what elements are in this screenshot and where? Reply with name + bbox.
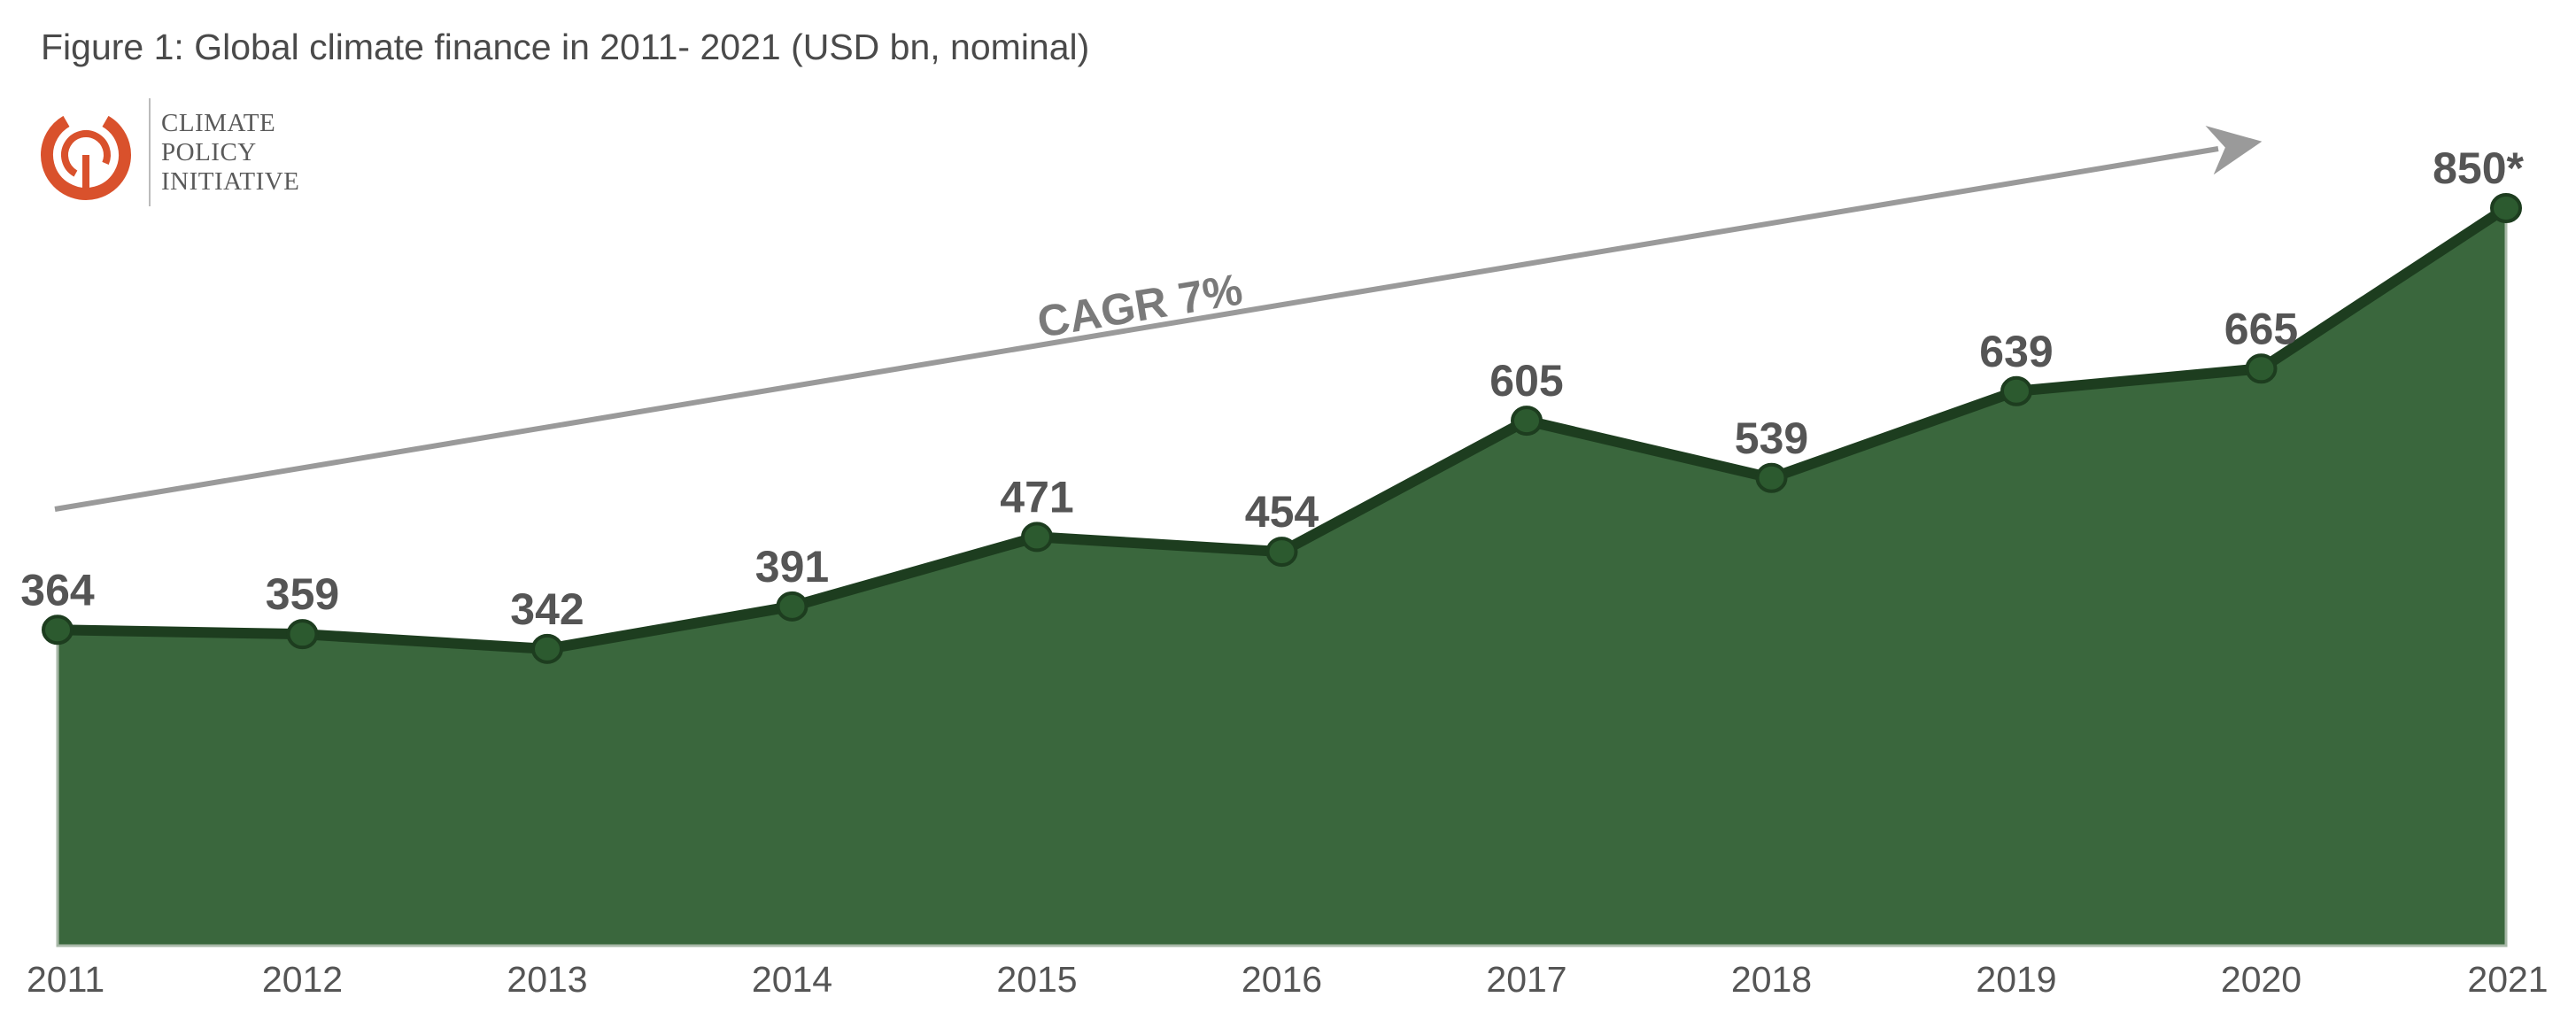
logo-line-2: POLICY <box>161 138 257 166</box>
data-label-2014: 391 <box>755 542 829 591</box>
data-label-layer: 364 359 342 391 471 454 605 539 639 665 850* <box>20 143 2524 634</box>
data-label-2015: 471 <box>1000 472 1073 522</box>
x-tick-label-2020: 2020 <box>2221 959 2301 1000</box>
logo-text: CLIMATE POLICY INITIATIVE <box>161 109 299 197</box>
data-point-2019 <box>2000 375 2032 406</box>
logo-line-1: CLIMATE <box>161 109 276 137</box>
x-tick-label-2013: 2013 <box>507 959 587 1000</box>
data-label-2018: 539 <box>1735 414 1808 463</box>
x-tick-label-2019: 2019 <box>1976 959 2056 1000</box>
x-tick-label-2015: 2015 <box>996 959 1077 1000</box>
data-label-2012: 359 <box>266 569 339 619</box>
x-tick-label-2016: 2016 <box>1242 959 1322 1000</box>
x-tick-label-2011: 2011 <box>27 959 104 1000</box>
data-point-2011 <box>42 615 73 646</box>
data-label-2021: 850* <box>2433 143 2524 193</box>
marker-layer <box>42 193 2522 664</box>
data-point-2018 <box>1755 462 1788 493</box>
logo-emblem-icon <box>40 110 131 200</box>
data-point-2012 <box>286 619 319 650</box>
data-point-2020 <box>2245 353 2278 384</box>
data-label-2016: 454 <box>1245 487 1319 537</box>
data-point-2017 <box>1511 406 1543 437</box>
area-fill <box>56 205 2508 947</box>
x-tick-label-2012: 2012 <box>262 959 343 1000</box>
x-tick-label-2014: 2014 <box>752 959 832 1000</box>
cagr-label: CAGR 7% <box>1034 264 1246 347</box>
logo-line-3: INITIATIVE <box>161 167 300 196</box>
data-label-2019: 639 <box>1979 327 2053 376</box>
x-axis: 2011 2012 2013 2014 2015 2016 2017 2018 2019 2020… <box>27 959 2549 1000</box>
data-point-2015 <box>1021 522 1053 553</box>
area-layer <box>56 205 2508 947</box>
cagr-arrow-head-icon <box>2205 126 2263 175</box>
x-tick-label-2017: 2017 <box>1486 959 1566 1000</box>
x-tick-label-2021: 2021 <box>2467 959 2548 1000</box>
data-label-2017: 605 <box>1489 356 1563 406</box>
data-label-2013: 342 <box>510 584 584 634</box>
chart-title: Figure 1: Global climate finance in 2011… <box>41 27 1090 67</box>
data-label-2020: 665 <box>2224 304 2298 353</box>
cagr-arrow-shaft <box>54 146 2219 512</box>
data-point-2014 <box>776 591 808 622</box>
data-point-2021 <box>2490 193 2522 223</box>
logo-divider <box>149 98 151 206</box>
data-point-2013 <box>531 633 563 664</box>
x-tick-label-2018: 2018 <box>1731 959 1812 1000</box>
climate-policy-initiative-logo: CLIMATE POLICY INITIATIVE <box>37 93 329 217</box>
data-label-2011: 364 <box>20 565 95 615</box>
data-point-2016 <box>1265 537 1298 568</box>
